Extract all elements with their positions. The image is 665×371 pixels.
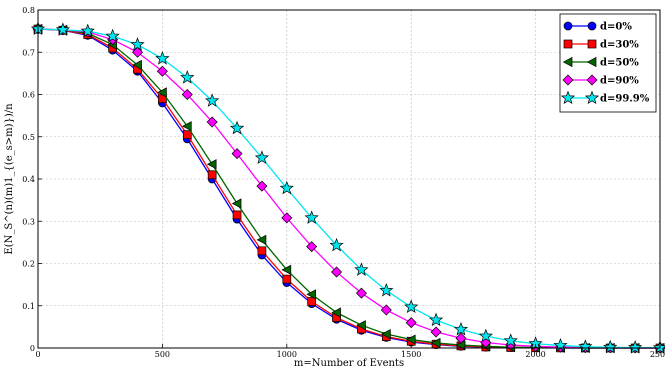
data-point: [182, 130, 192, 139]
data-point: [455, 332, 467, 344]
legend-label: d=0%: [600, 22, 632, 33]
data-point: [130, 37, 145, 51]
legend-marker: [586, 56, 597, 68]
data-point: [404, 299, 419, 314]
legend-label: d=99.9%: [600, 94, 650, 105]
legend-item: d=30%: [563, 39, 639, 51]
data-point: [331, 307, 341, 318]
legend-item: d=0%: [563, 21, 632, 33]
data-point: [80, 23, 95, 38]
data-point: [157, 87, 167, 98]
data-point: [329, 237, 344, 252]
data-point: [453, 321, 469, 336]
data-point: [231, 198, 242, 209]
x-tick-label: 0: [35, 350, 40, 359]
data-point: [156, 65, 168, 77]
data-point: [155, 51, 170, 65]
legend-marker: [563, 21, 573, 31]
data-point: [205, 93, 220, 107]
legend-marker: [587, 39, 597, 49]
legend-item: d=50%: [562, 56, 639, 69]
data-point: [229, 120, 245, 135]
legend-label: d=50%: [600, 58, 639, 69]
legend-box: [559, 13, 657, 113]
x-tick-label: 1500: [401, 350, 421, 359]
data-point: [381, 328, 391, 340]
data-point: [182, 121, 192, 132]
data-point: [304, 210, 319, 224]
legend-marker: [560, 90, 576, 105]
data-point: [430, 326, 442, 338]
data-point: [578, 339, 593, 353]
data-point: [306, 241, 318, 253]
data-point: [132, 46, 144, 58]
y-tick-label: 0.6: [22, 91, 35, 100]
data-point: [180, 70, 195, 84]
data-point: [603, 339, 618, 354]
legend: d=0% d=30% d=50% d=90% d=99.9%: [559, 13, 657, 113]
data-point: [428, 312, 444, 327]
legend-marker: [562, 56, 573, 68]
y-tick-label: 0.2: [22, 260, 35, 269]
data-point: [281, 264, 292, 275]
data-point: [356, 320, 366, 331]
data-point: [354, 262, 369, 276]
data-point: [206, 116, 218, 128]
legend-item: d=90%: [562, 74, 639, 87]
y-tick-label: 0.8: [22, 6, 35, 15]
data-point: [55, 22, 70, 36]
data-point: [478, 328, 493, 343]
data-point: [430, 337, 441, 349]
legend-item: d=99.9%: [560, 90, 650, 105]
data-point: [307, 297, 317, 306]
data-point: [181, 89, 193, 100]
data-point: [281, 212, 293, 224]
legend-label: d=90%: [600, 76, 639, 87]
y-tick-label: 0.5: [22, 133, 35, 142]
x-tick-label: 500: [155, 350, 170, 359]
data-point: [132, 59, 142, 71]
legend-label: d=30%: [600, 40, 639, 51]
data-point: [256, 180, 268, 192]
x-tick-label: 1000: [277, 350, 297, 359]
data-point: [628, 340, 643, 354]
y-tick-label: 0.1: [22, 302, 35, 311]
data-point: [207, 170, 217, 180]
data-point: [405, 317, 417, 329]
y-tick-label: 0.7: [22, 48, 35, 57]
data-point: [231, 148, 243, 160]
data-point: [379, 283, 394, 297]
data-point: [405, 334, 416, 345]
legend-marker: [584, 90, 600, 105]
y-tick-label: 0.4: [22, 175, 35, 184]
legend-marker: [563, 39, 573, 49]
legend-marker: [587, 21, 597, 31]
data-point: [380, 304, 392, 316]
data-point: [503, 333, 518, 347]
data-point: [282, 274, 292, 284]
legend-marker: [562, 74, 574, 86]
x-tick-label: 2000: [525, 350, 545, 359]
data-point: [206, 159, 217, 170]
y-axis-title: E(N_S^(n)(m)1_{(e_s>m)})/n: [4, 103, 15, 255]
data-point: [279, 180, 294, 195]
data-point: [232, 210, 242, 220]
data-point: [355, 287, 367, 299]
data-point: [256, 234, 267, 245]
data-point: [331, 266, 343, 278]
y-tick-label: 0.3: [22, 217, 35, 226]
legend-marker: [586, 74, 598, 86]
data-point: [306, 289, 317, 300]
data-point: [254, 150, 270, 164]
y-tick-label: 0: [30, 344, 35, 353]
data-point: [105, 28, 120, 43]
x-axis-title: m=Number of Events: [294, 358, 404, 369]
data-point: [257, 246, 267, 256]
